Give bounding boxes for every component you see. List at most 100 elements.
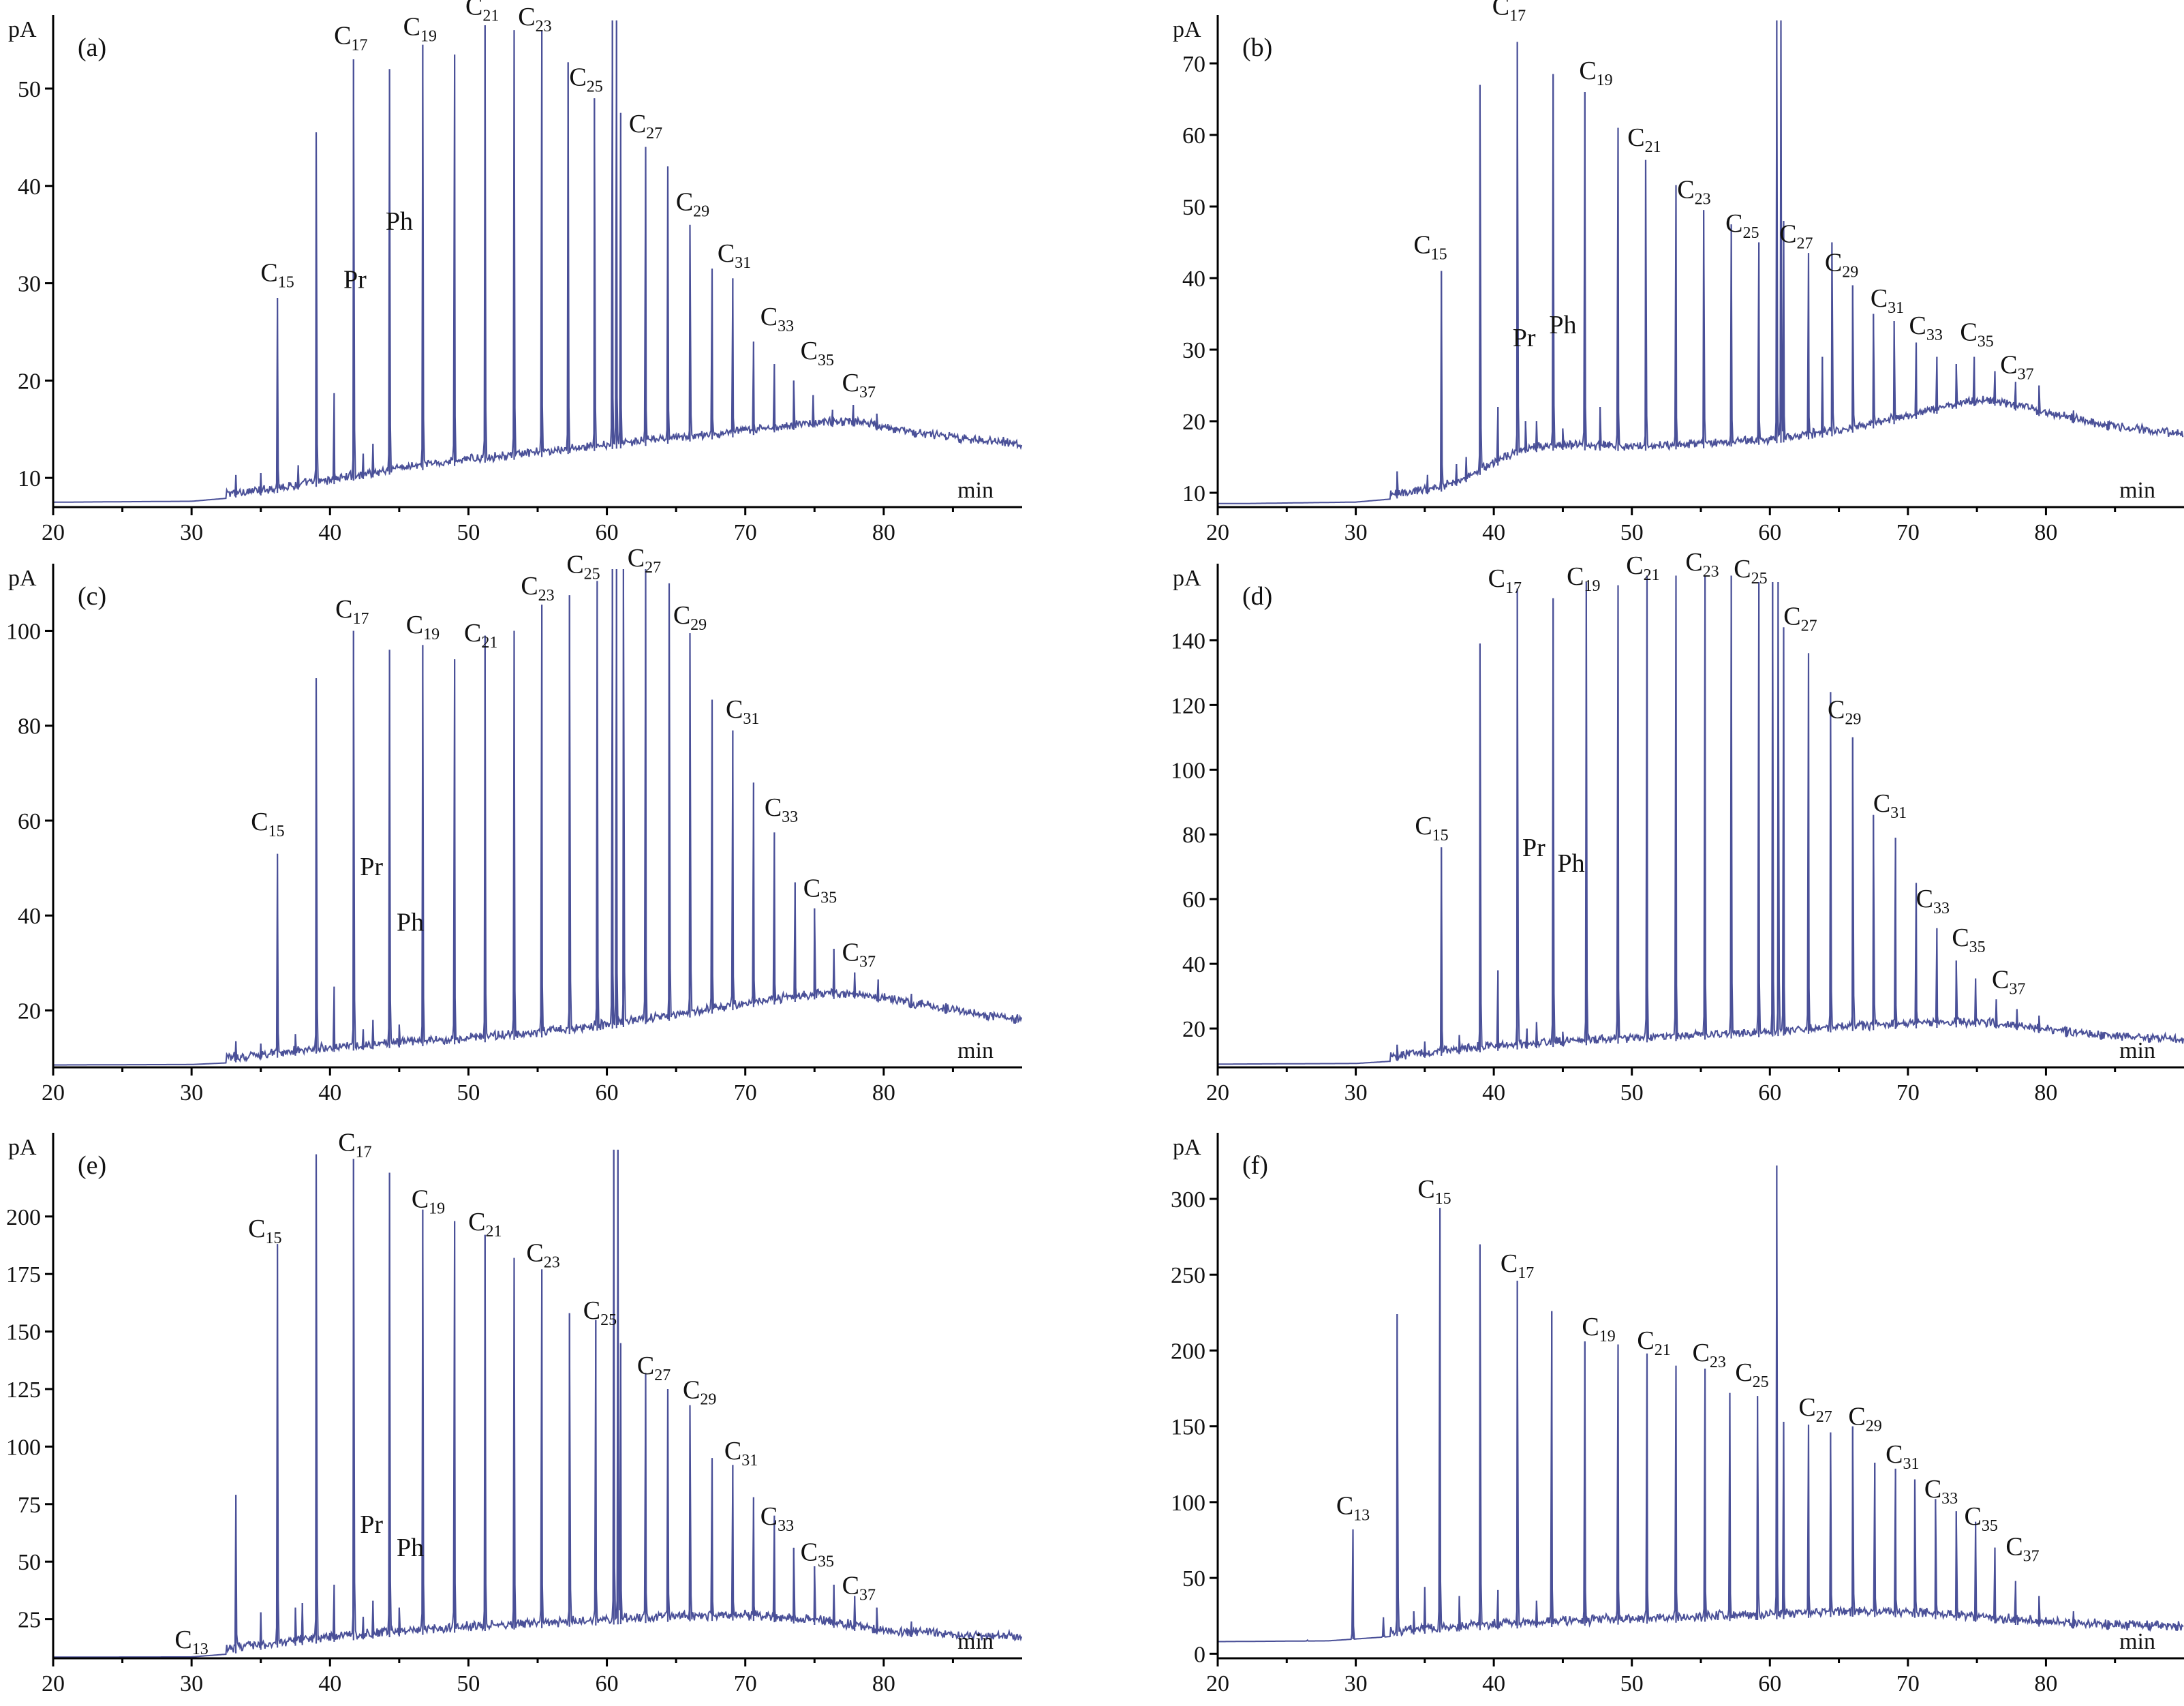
- peak-label-base: Ph: [1549, 311, 1576, 339]
- peak-label-base: C: [2005, 1533, 2022, 1562]
- peak-label: C21: [464, 619, 497, 652]
- peak-label-base: C: [1960, 318, 1977, 346]
- y-tick-label: 40: [18, 904, 41, 929]
- peak-label-sub: 33: [1941, 1490, 1958, 1508]
- y-tick-label: 100: [1171, 1491, 1205, 1516]
- x-tick-label: 60: [1758, 520, 1781, 545]
- peak-label: C29: [1848, 1402, 1881, 1435]
- peak-label-base: C: [1501, 1249, 1518, 1278]
- peak-label-sub: 21: [1644, 566, 1660, 584]
- y-tick-label: 200: [1171, 1339, 1205, 1364]
- peak-label-sub: 29: [1845, 710, 1861, 728]
- peak-label-sub: 31: [741, 1452, 758, 1469]
- peak-label-base: C: [1798, 1393, 1815, 1422]
- peak-label: C37: [842, 1572, 876, 1604]
- chart-panel: 20 30 40 50 60 70 80min20406080100pA(c)C15PrC1…: [6, 544, 1023, 1106]
- y-axis-label: pA: [8, 17, 37, 42]
- x-tick-label: 20: [1206, 1671, 1229, 1696]
- peak-label: C19: [1567, 562, 1600, 595]
- peak-label-base: C: [403, 12, 420, 41]
- x-axis-label: min: [957, 1629, 994, 1654]
- y-tick-label: 150: [6, 1320, 41, 1345]
- peak-label: C29: [683, 1376, 716, 1409]
- x-axis-label: min: [2119, 1629, 2155, 1654]
- peak-label: C23: [521, 572, 554, 605]
- peak-label-sub: 23: [536, 18, 552, 35]
- y-tick-label: 50: [1182, 195, 1205, 220]
- peak-label-base: C: [334, 21, 351, 50]
- peak-label-base: C: [629, 110, 646, 138]
- peak-label: C15: [248, 1215, 281, 1247]
- peak-label-sub: 17: [352, 610, 369, 628]
- y-tick-label: 30: [18, 272, 41, 297]
- peak-label-base: C: [566, 551, 583, 579]
- y-tick-label: 200: [6, 1205, 41, 1230]
- peak-label-base: C: [628, 544, 645, 573]
- peak-label-sub: 35: [818, 1553, 834, 1571]
- peak-label: C31: [1873, 789, 1907, 822]
- peak-label-base: C: [1488, 564, 1505, 593]
- peak-label: C19: [1582, 1313, 1615, 1345]
- peak-label-sub: 23: [1695, 190, 1711, 208]
- peak-label: C29: [673, 601, 707, 634]
- peak-label: C27: [1779, 220, 1813, 253]
- peak-label: C23: [526, 1239, 559, 1272]
- y-axis-label: pA: [1173, 566, 1201, 591]
- y-tick-label: 25: [18, 1608, 41, 1633]
- y-tick-label: 100: [6, 1435, 41, 1460]
- peak-label-sub: 29: [1842, 264, 1858, 281]
- x-tick-label: 80: [872, 520, 895, 545]
- peak-label-sub: 15: [1431, 245, 1447, 263]
- x-axis-label: min: [2119, 478, 2155, 503]
- x-tick-label: 30: [1344, 520, 1368, 545]
- peak-label: C17: [1492, 0, 1526, 25]
- x-tick-label: 50: [457, 1080, 480, 1106]
- y-tick-label: 80: [18, 714, 41, 740]
- peak-label: C33: [760, 1502, 794, 1535]
- peak-label: Ph: [386, 207, 413, 236]
- peak-label-base: C: [338, 1129, 355, 1157]
- peak-label-base: C: [1952, 924, 1969, 952]
- peak-label-base: C: [842, 938, 859, 966]
- peak-label-base: Pr: [360, 853, 383, 881]
- panel-label: (a): [78, 33, 106, 62]
- y-tick-label: 20: [1182, 410, 1205, 435]
- panel-label: (f): [1242, 1151, 1268, 1180]
- peak-label: C21: [1626, 551, 1659, 584]
- chromatogram-trace: [53, 568, 1023, 1066]
- x-tick-label: 60: [596, 1080, 619, 1106]
- peak-label-sub: 25: [1753, 1373, 1769, 1391]
- peak-label-sub: 25: [1751, 570, 1768, 588]
- peak-label-sub: 17: [1509, 7, 1526, 25]
- peak-label: C25: [1725, 209, 1759, 242]
- y-tick-label: 0: [1194, 1642, 1205, 1667]
- y-tick-label: 120: [1171, 693, 1205, 718]
- peak-label-sub: 33: [1933, 900, 1950, 917]
- peak-label: C25: [1735, 1358, 1768, 1391]
- peak-label: C21: [468, 1208, 502, 1240]
- peak-label-sub: 35: [1969, 939, 1986, 956]
- x-tick-label: 30: [1344, 1080, 1368, 1106]
- y-tick-label: 40: [1182, 952, 1205, 977]
- peak-label: C37: [842, 369, 876, 401]
- chart-panel: 20 30 40 50 60 70 80 min 25 50 75 100 125 150 175 200 pA…: [6, 1129, 1023, 1696]
- peak-label-sub: 15: [1435, 1190, 1451, 1208]
- peak-label-base: C: [1735, 1358, 1752, 1387]
- y-tick-label: 30: [1182, 338, 1205, 363]
- peak-label-sub: 25: [600, 1311, 617, 1329]
- peak-label-base: C: [1417, 1175, 1434, 1204]
- peak-label: C27: [628, 544, 661, 577]
- peak-label-base: Pr: [1513, 324, 1536, 352]
- peak-label-base: C: [1685, 548, 1702, 577]
- x-tick-label: 50: [457, 1671, 480, 1696]
- peak-label: C37: [842, 938, 876, 971]
- peak-label-sub: 27: [1816, 1408, 1832, 1426]
- peak-label: C33: [1924, 1475, 1958, 1508]
- peak-label-base: C: [676, 188, 693, 217]
- peak-label-sub: 29: [690, 616, 707, 634]
- y-tick-label: 60: [1182, 123, 1205, 149]
- y-tick-label: 75: [18, 1493, 41, 1518]
- peak-label: C15: [1413, 230, 1447, 263]
- x-tick-label: 20: [42, 1080, 65, 1106]
- peak-label-base: C: [1871, 284, 1888, 313]
